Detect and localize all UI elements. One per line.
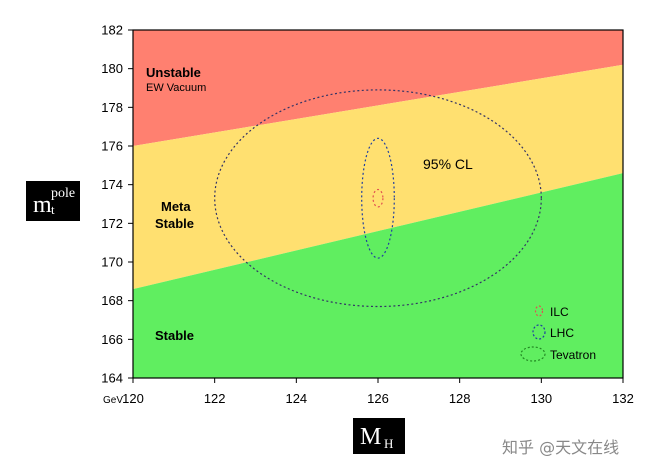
y-axis-title: m pole t bbox=[26, 181, 80, 221]
y-tick-label-6: 176 bbox=[101, 139, 123, 154]
y-tick-label-8: 180 bbox=[101, 61, 123, 76]
x-tick-label-4: 128 bbox=[449, 391, 471, 406]
y-tick-label-3: 170 bbox=[101, 255, 123, 270]
legend-tevatron-swatch bbox=[520, 346, 546, 362]
legend-ilc-swatch bbox=[534, 305, 544, 317]
legend-tevatron-label: Tevatron bbox=[550, 348, 596, 362]
x-tick-label-5: 130 bbox=[530, 391, 552, 406]
label-meta: Meta bbox=[161, 199, 191, 214]
x-axis-title: M H bbox=[353, 418, 405, 454]
y-axis-title-sup: pole bbox=[51, 186, 76, 201]
y-tick-label-7: 178 bbox=[101, 100, 123, 115]
x-tick-label-0: 120 bbox=[122, 391, 144, 406]
label-unstable: Unstable bbox=[146, 65, 201, 80]
y-tick-label-4: 172 bbox=[101, 216, 123, 231]
legend-ilc-label: ILC bbox=[550, 305, 569, 319]
x-tick-label-6: 132 bbox=[612, 391, 634, 406]
confidence-ellipses bbox=[214, 89, 542, 308]
legend-lhc-label: LHC bbox=[550, 326, 574, 340]
y-tick-label-0: 164 bbox=[101, 371, 123, 386]
stability-regions bbox=[133, 30, 623, 378]
y-axis-title-main: m bbox=[33, 192, 52, 218]
ellipse-lhc bbox=[361, 137, 395, 259]
watermark: 知乎 @天文在线 bbox=[502, 438, 620, 457]
label-ew-vacuum: EW Vacuum bbox=[146, 82, 206, 94]
x-axis-title-sub: H bbox=[384, 436, 394, 451]
label-stable: Stable bbox=[155, 328, 194, 343]
axis-ticks: 120 122 124 126 128 130 132 GeV 164 166 168 170 172 1… bbox=[101, 23, 634, 407]
legend-lhc-swatch bbox=[532, 324, 546, 340]
region-unstable bbox=[133, 30, 623, 146]
ellipse-tevatron bbox=[214, 89, 542, 308]
x-axis-title-main: M bbox=[360, 424, 382, 450]
ellipse-ilc bbox=[372, 188, 384, 208]
label-stable-word: Stable bbox=[155, 216, 194, 231]
y-tick-label-9: 182 bbox=[101, 23, 123, 38]
region-stable bbox=[133, 173, 623, 378]
y-axis-title-sub: t bbox=[51, 202, 55, 217]
y-tick-label-5: 174 bbox=[101, 177, 123, 192]
legend: ILC LHC Tevatron bbox=[520, 305, 596, 362]
y-tick-label-1: 166 bbox=[101, 332, 123, 347]
x-unit-label: GeV bbox=[103, 395, 123, 406]
y-tick-label-2: 168 bbox=[101, 293, 123, 308]
x-tick-label-1: 122 bbox=[204, 391, 226, 406]
label-95-cl: 95% CL bbox=[423, 156, 473, 172]
x-tick-label-2: 124 bbox=[285, 391, 307, 406]
x-tick-label-3: 126 bbox=[367, 391, 389, 406]
region-meta-stable bbox=[133, 64, 623, 290]
